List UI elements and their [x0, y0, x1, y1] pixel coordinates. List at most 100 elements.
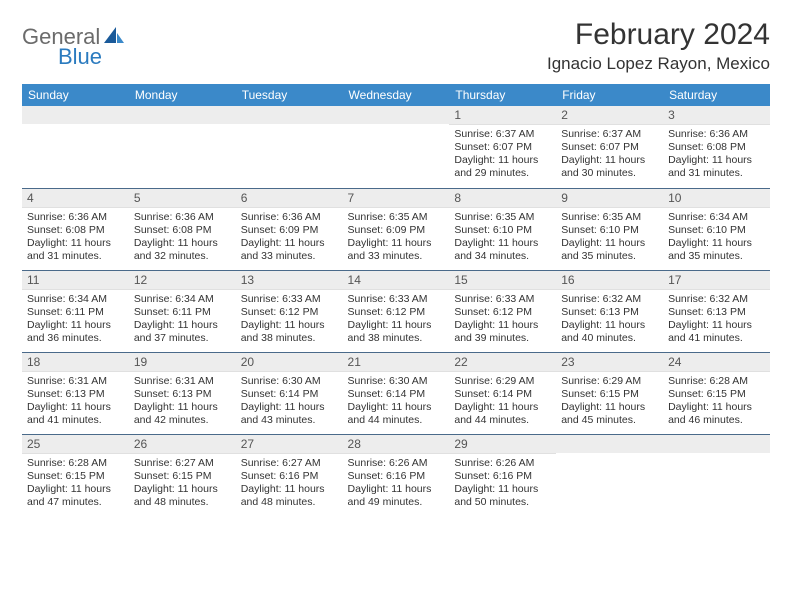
sunset: Sunset: 6:13 PM — [134, 388, 231, 401]
daylight: Daylight: 11 hours and 44 minutes. — [454, 401, 551, 427]
sunset: Sunset: 6:07 PM — [454, 141, 551, 154]
day-number: 21 — [343, 353, 450, 372]
calendar-week-row: 1Sunrise: 6:37 AMSunset: 6:07 PMDaylight… — [22, 106, 770, 188]
calendar-cell: 12Sunrise: 6:34 AMSunset: 6:11 PMDayligh… — [129, 270, 236, 352]
day-number: 24 — [663, 353, 770, 372]
calendar-cell: 19Sunrise: 6:31 AMSunset: 6:13 PMDayligh… — [129, 352, 236, 434]
calendar-cell: 4Sunrise: 6:36 AMSunset: 6:08 PMDaylight… — [22, 188, 129, 270]
day-info: Sunrise: 6:34 AMSunset: 6:11 PMDaylight:… — [129, 290, 236, 350]
day-info: Sunrise: 6:32 AMSunset: 6:13 PMDaylight:… — [556, 290, 663, 350]
day-number: 25 — [22, 435, 129, 454]
sunset: Sunset: 6:15 PM — [27, 470, 124, 483]
calendar-cell: 13 Sunrise: 6:33 AMSunset: 6:12 PMDayligh… — [236, 270, 343, 352]
daylight: Daylight: 11 hours and 38 minutes. — [241, 319, 338, 345]
sunset: Sunset: 6:14 PM — [348, 388, 445, 401]
sunset: Sunset: 6:08 PM — [668, 141, 765, 154]
daylight: Daylight: 11 hours and 29 minutes. — [454, 154, 551, 180]
weekday-fri: Friday — [556, 84, 663, 106]
sunrise: Sunrise: 6:26 AM — [348, 457, 445, 470]
calendar-cell: 29Sunrise: 6:26 AMSunset: 6:16 PMDayligh… — [449, 434, 556, 516]
sunrise: Sunrise: 6:31 AM — [27, 375, 124, 388]
sunrise: Sunrise: 6:36 AM — [668, 128, 765, 141]
day-info: Sunrise: 6:32 AMSunset: 6:13 PMDaylight:… — [663, 290, 770, 350]
daylight: Daylight: 11 hours and 41 minutes. — [27, 401, 124, 427]
day-number: 3 — [663, 106, 770, 125]
day-number: 13 — [236, 271, 343, 290]
day-number: 17 — [663, 271, 770, 290]
calendar-cell: 14Sunrise: 6:33 AMSunset: 6:12 PMDayligh… — [343, 270, 450, 352]
calendar-cell: 5Sunrise: 6:36 AMSunset: 6:08 PMDaylight… — [129, 188, 236, 270]
calendar-cell: 7Sunrise: 6:35 AMSunset: 6:09 PMDaylight… — [343, 188, 450, 270]
day-number: 29 — [449, 435, 556, 454]
daylight: Daylight: 11 hours and 36 minutes. — [27, 319, 124, 345]
sunset: Sunset: 6:11 PM — [27, 306, 124, 319]
sunset: Sunset: 6:16 PM — [454, 470, 551, 483]
sunset: Sunset: 6:11 PM — [134, 306, 231, 319]
calendar-cell: 26Sunrise: 6:27 AMSunset: 6:15 PMDayligh… — [129, 434, 236, 516]
day-info: Sunrise: 6:37 AMSunset: 6:07 PMDaylight:… — [556, 125, 663, 185]
sunset: Sunset: 6:14 PM — [454, 388, 551, 401]
sunset: Sunset: 6:16 PM — [241, 470, 338, 483]
sunset: Sunset: 6:10 PM — [668, 224, 765, 237]
weekday-wed: Wednesday — [343, 84, 450, 106]
weekday-header-row: Sunday Monday Tuesday Wednesday Thursday… — [22, 84, 770, 106]
calendar-cell: 23Sunrise: 6:29 AMSunset: 6:15 PMDayligh… — [556, 352, 663, 434]
sunset: Sunset: 6:12 PM — [348, 306, 445, 319]
day-number: 16 — [556, 271, 663, 290]
day-number: 10 — [663, 189, 770, 208]
day-info: Sunrise: 6:34 AMSunset: 6:10 PMDaylight:… — [663, 208, 770, 268]
sunrise: Sunrise: 6:37 AM — [454, 128, 551, 141]
day-number: 5 — [129, 189, 236, 208]
sunset: Sunset: 6:09 PM — [241, 224, 338, 237]
sunrise: Sunrise: 6:29 AM — [561, 375, 658, 388]
day-info: Sunrise: 6:33 AMSunset: 6:12 PMDaylight:… — [449, 290, 556, 350]
daylight: Daylight: 11 hours and 37 minutes. — [134, 319, 231, 345]
day-info: Sunrise: 6:30 AMSunset: 6:14 PMDaylight:… — [236, 372, 343, 432]
daylight: Daylight: 11 hours and 31 minutes. — [27, 237, 124, 263]
day-info: Sunrise: 6:33 AMSunset: 6:12 PMDaylight:… — [343, 290, 450, 350]
calendar-cell — [129, 106, 236, 188]
page-title: February 2024 — [547, 18, 770, 52]
calendar-cell: 18 Sunrise: 6:31 AMSunset: 6:13 PMDayligh… — [22, 352, 129, 434]
weekday-thu: Thursday — [449, 84, 556, 106]
day-number: 23 — [556, 353, 663, 372]
day-number: 26 — [129, 435, 236, 454]
daylight: Daylight: 11 hours and 40 minutes. — [561, 319, 658, 345]
empty-day — [343, 106, 450, 124]
empty-day — [129, 106, 236, 124]
sunrise: Sunrise: 6:36 AM — [134, 211, 231, 224]
daylight: Daylight: 11 hours and 33 minutes. — [348, 237, 445, 263]
daylight: Daylight: 11 hours and 44 minutes. — [348, 401, 445, 427]
daylight: Daylight: 11 hours and 35 minutes. — [668, 237, 765, 263]
sunrise: Sunrise: 6:33 AM — [241, 293, 338, 306]
sunset: Sunset: 6:12 PM — [454, 306, 551, 319]
sunrise: Sunrise: 6:30 AM — [241, 375, 338, 388]
day-info: Sunrise: 6:26 AMSunset: 6:16 PMDaylight:… — [449, 454, 556, 514]
sunrise: Sunrise: 6:37 AM — [561, 128, 658, 141]
day-number: 18 — [22, 353, 129, 372]
calendar-cell: 10Sunrise: 6:34 AMSunset: 6:10 PMDayligh… — [663, 188, 770, 270]
sunrise: Sunrise: 6:27 AM — [134, 457, 231, 470]
sunset: Sunset: 6:13 PM — [27, 388, 124, 401]
day-number: 22 — [449, 353, 556, 372]
weekday-mon: Monday — [129, 84, 236, 106]
calendar-cell: 16Sunrise: 6:32 AMSunset: 6:13 PMDayligh… — [556, 270, 663, 352]
day-info: Sunrise: 6:36 AMSunset: 6:08 PMDaylight:… — [22, 208, 129, 268]
day-number: 28 — [343, 435, 450, 454]
day-info: Sunrise: 6:29 AMSunset: 6:14 PMDaylight:… — [449, 372, 556, 432]
daylight: Daylight: 11 hours and 47 minutes. — [27, 483, 124, 509]
logo-word2: Blue — [58, 44, 126, 70]
sunrise: Sunrise: 6:34 AM — [134, 293, 231, 306]
sunrise: Sunrise: 6:35 AM — [348, 211, 445, 224]
sunset: Sunset: 6:12 PM — [241, 306, 338, 319]
daylight: Daylight: 11 hours and 33 minutes. — [241, 237, 338, 263]
day-number: 27 — [236, 435, 343, 454]
day-info: Sunrise: 6:28 AMSunset: 6:15 PMDaylight:… — [22, 454, 129, 514]
day-number: 2 — [556, 106, 663, 125]
day-number: 7 — [343, 189, 450, 208]
sunrise: Sunrise: 6:33 AM — [348, 293, 445, 306]
day-info: Sunrise: 6:35 AMSunset: 6:10 PMDaylight:… — [449, 208, 556, 268]
logo: General Blue — [22, 24, 126, 70]
day-info: Sunrise: 6:27 AMSunset: 6:15 PMDaylight:… — [129, 454, 236, 514]
sunrise: Sunrise: 6:30 AM — [348, 375, 445, 388]
